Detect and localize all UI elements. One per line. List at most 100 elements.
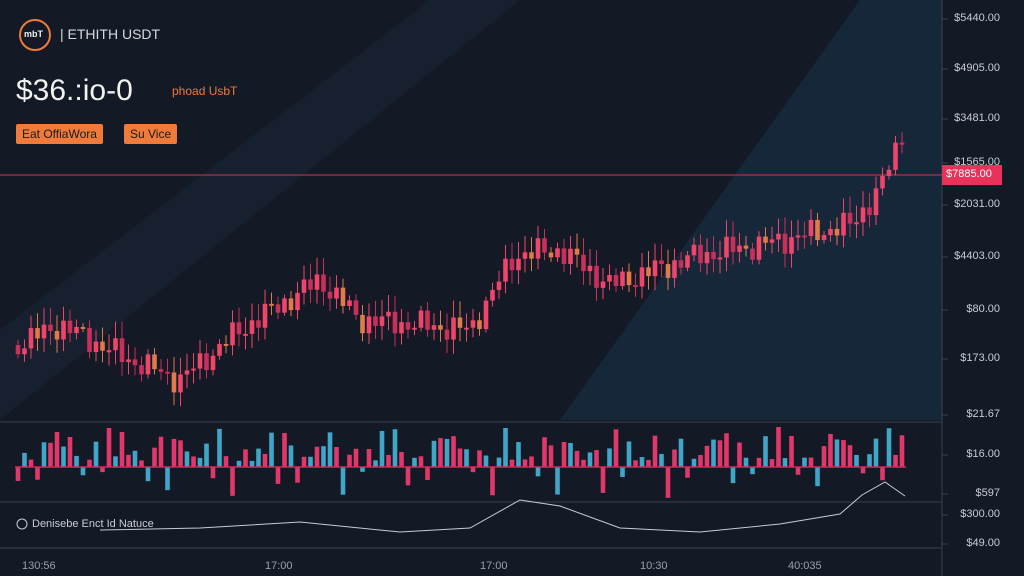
- volume-bar: [379, 430, 385, 467]
- volume-bar: [48, 442, 53, 467]
- volume-bar: [373, 460, 378, 467]
- candle-body: [789, 237, 794, 254]
- candle-body: [379, 316, 385, 326]
- candle-body: [54, 331, 60, 340]
- volume-bar: [171, 438, 177, 467]
- volume-bar: [275, 467, 281, 484]
- candle-body: [93, 341, 99, 353]
- volume-bar: [425, 467, 430, 480]
- volume-bar: [152, 447, 157, 467]
- candle-body: [327, 291, 333, 299]
- volume-bar: [145, 467, 151, 482]
- volume-bar: [899, 435, 905, 467]
- candle-body: [704, 252, 710, 264]
- candle-body: [782, 233, 788, 254]
- candle-body: [438, 325, 443, 330]
- price-axis-label: $173.00: [960, 352, 1000, 364]
- candle-body: [620, 271, 625, 287]
- candle-body: [145, 354, 151, 375]
- candle-body: [737, 245, 742, 252]
- volume-bar: [652, 435, 658, 467]
- volume-bar: [243, 449, 248, 467]
- volume-bar: [698, 454, 703, 467]
- candle-body: [886, 169, 892, 176]
- volume-bar: [672, 449, 677, 467]
- volume-bar: [743, 457, 749, 467]
- price-axis-label: $49.00: [966, 537, 1000, 549]
- candle-body: [80, 326, 86, 329]
- volume-bar: [158, 436, 164, 467]
- volume-bar: [639, 457, 645, 467]
- candle-body: [28, 328, 34, 349]
- candle-body: [425, 310, 430, 330]
- candle-body: [555, 248, 560, 258]
- volume-bar: [750, 467, 755, 475]
- candle-body: [568, 248, 573, 265]
- time-label: 40:035: [788, 560, 822, 572]
- candle-body: [262, 303, 268, 328]
- volume-bar: [444, 438, 450, 467]
- candle-body: [496, 281, 502, 290]
- volume-bar: [789, 436, 794, 467]
- price-tag-bg: [942, 165, 1002, 185]
- candle-body: [711, 252, 716, 260]
- volume-bar: [509, 459, 515, 467]
- candle-body: [854, 222, 859, 225]
- volume-bar: [93, 441, 99, 467]
- pair-name: | ETHITH USDT: [60, 26, 161, 42]
- volume-bar: [535, 467, 541, 477]
- logo-ring: [19, 19, 51, 51]
- candle-body: [750, 248, 755, 260]
- candle-body: [171, 372, 177, 393]
- candle-body: [444, 329, 450, 340]
- candle-body: [48, 324, 53, 332]
- candle-body: [672, 260, 677, 278]
- volume-bar: [574, 450, 580, 467]
- price-axis-label: $4905.00: [954, 62, 1000, 74]
- volume-bar: [730, 467, 736, 484]
- candle-body: [880, 175, 885, 189]
- volume-bar: [893, 454, 898, 467]
- volume-bar: [516, 442, 521, 467]
- volume-bar: [184, 451, 190, 467]
- candle-body: [899, 142, 905, 145]
- candle-body: [743, 245, 749, 249]
- volume-bar: [561, 441, 567, 467]
- volume-bar: [802, 457, 807, 467]
- candle-body: [308, 279, 313, 290]
- candle-body: [685, 255, 690, 268]
- volume-bar: [126, 454, 131, 467]
- action-button[interactable]: Eat OffiaWora: [16, 124, 103, 144]
- volume-bar: [633, 460, 638, 467]
- action-button[interactable]: Su Vice: [124, 124, 178, 144]
- volume-bar: [418, 456, 424, 467]
- candle-body: [867, 207, 872, 216]
- candle-body: [600, 281, 606, 288]
- candle-body: [659, 260, 664, 265]
- candle-body: [22, 348, 27, 355]
- time-label: 17:00: [480, 560, 508, 572]
- volume-bar: [119, 431, 125, 467]
- candle-body: [106, 350, 112, 353]
- candle-body: [392, 311, 398, 334]
- candle-body: [535, 238, 541, 259]
- indicator-line: [99, 481, 906, 533]
- volume-bar: [678, 438, 684, 467]
- candle-body: [366, 316, 372, 334]
- candle-body: [490, 289, 495, 301]
- candle-body: [464, 327, 469, 330]
- candle-body: [542, 238, 547, 253]
- candle-body: [828, 228, 833, 236]
- candle-body: [386, 311, 391, 317]
- price-axis-label: $5440.00: [954, 12, 1000, 24]
- candle-body: [652, 260, 658, 277]
- volume-bar: [763, 436, 768, 467]
- price-axis-label: $80.00: [966, 303, 1000, 315]
- price-axis-label: $21.67: [966, 408, 1000, 420]
- volume-bar: [841, 440, 846, 467]
- last-price: $36.:io-0: [16, 74, 133, 107]
- candle-body: [399, 322, 404, 334]
- candle-body: [74, 326, 79, 334]
- volume-bar: [301, 456, 307, 467]
